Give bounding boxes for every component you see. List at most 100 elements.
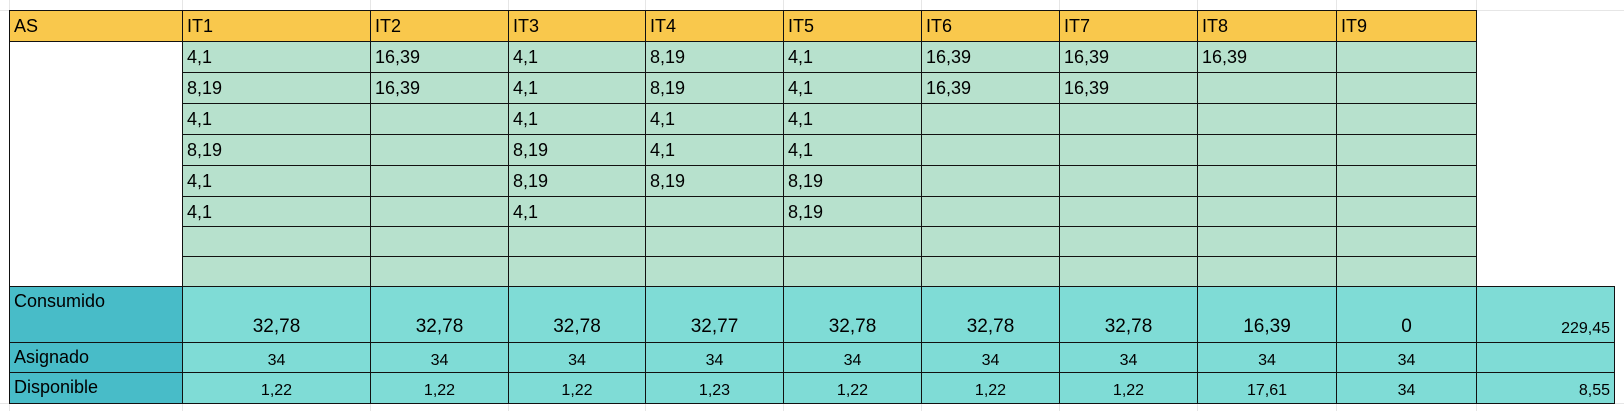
header-cell-it6[interactable]: IT6 — [921, 10, 1060, 42]
summary-cell-disponible[interactable]: 1,22 — [370, 372, 509, 404]
summary-cell-asignado[interactable]: 34 — [370, 342, 509, 373]
summary-cell-asignado[interactable]: 34 — [1059, 342, 1198, 373]
data-cell[interactable] — [783, 256, 922, 287]
header-cell-it8[interactable]: IT8 — [1197, 10, 1337, 42]
data-cell[interactable] — [1197, 226, 1337, 257]
summary-cell-consumido[interactable]: 0 — [1336, 286, 1477, 343]
data-cell[interactable] — [1197, 196, 1337, 227]
summary-cell-disponible[interactable]: 1,22 — [921, 372, 1060, 404]
data-cell[interactable]: 4,1 — [508, 72, 646, 104]
data-cell[interactable] — [1336, 226, 1477, 257]
summary-cell-consumido[interactable]: 16,39 — [1197, 286, 1337, 343]
data-cell[interactable] — [921, 196, 1060, 227]
data-cell[interactable] — [921, 103, 1060, 135]
data-cell[interactable]: 4,1 — [783, 72, 922, 104]
summary-cell-consumido[interactable]: 32,78 — [921, 286, 1060, 343]
summary-label-asignado[interactable]: Asignado — [9, 342, 183, 373]
data-cell[interactable] — [921, 134, 1060, 166]
summary-cell-asignado[interactable]: 34 — [182, 342, 371, 373]
summary-cell-consumido[interactable]: 32,78 — [508, 286, 646, 343]
data-cell[interactable]: 4,1 — [645, 103, 784, 135]
data-cell[interactable] — [921, 165, 1060, 197]
summary-label-disponible[interactable]: Disponible — [9, 372, 183, 404]
data-cell[interactable]: 4,1 — [783, 134, 922, 166]
data-cell[interactable] — [1059, 196, 1198, 227]
summary-cell-disponible[interactable]: 1,23 — [645, 372, 784, 404]
data-cell[interactable] — [1336, 165, 1477, 197]
data-cell[interactable] — [370, 165, 509, 197]
summary-cell-disponible[interactable]: 1,22 — [182, 372, 371, 404]
header-cell-it4[interactable]: IT4 — [645, 10, 784, 42]
data-cell[interactable] — [508, 226, 646, 257]
data-cell[interactable] — [1059, 256, 1198, 287]
summary-cell-asignado[interactable]: 34 — [1336, 342, 1477, 373]
header-cell-it3[interactable]: IT3 — [508, 10, 646, 42]
summary-cell-consumido[interactable]: 32,77 — [645, 286, 784, 343]
data-cell[interactable] — [1336, 256, 1477, 287]
summary-cell-consumido[interactable]: 32,78 — [783, 286, 922, 343]
data-cell[interactable] — [1197, 134, 1337, 166]
data-cell[interactable]: 4,1 — [182, 196, 371, 227]
data-cell[interactable]: 8,19 — [645, 72, 784, 104]
summary-label-consumido[interactable]: Consumido — [9, 286, 183, 343]
data-cell[interactable]: 4,1 — [508, 196, 646, 227]
data-cell[interactable] — [921, 256, 1060, 287]
data-cell[interactable] — [1059, 165, 1198, 197]
data-cell[interactable] — [1336, 196, 1477, 227]
summary-cell-asignado[interactable]: 34 — [921, 342, 1060, 373]
data-cell[interactable]: 4,1 — [783, 103, 922, 135]
data-cell[interactable]: 8,19 — [182, 134, 371, 166]
data-cell[interactable] — [182, 226, 371, 257]
data-cell[interactable] — [783, 226, 922, 257]
data-cell[interactable] — [370, 226, 509, 257]
data-cell[interactable]: 4,1 — [645, 134, 784, 166]
header-cell-it9[interactable]: IT9 — [1336, 10, 1477, 42]
summary-cell-asignado[interactable]: 34 — [783, 342, 922, 373]
summary-total-disponible[interactable]: 8,55 — [1476, 372, 1615, 404]
header-cell-it5[interactable]: IT5 — [783, 10, 922, 42]
data-cell[interactable] — [182, 256, 371, 287]
data-cell[interactable]: 8,19 — [182, 72, 371, 104]
summary-cell-disponible[interactable]: 1,22 — [508, 372, 646, 404]
header-cell-it7[interactable]: IT7 — [1059, 10, 1198, 42]
summary-cell-consumido[interactable]: 32,78 — [1059, 286, 1198, 343]
data-cell[interactable]: 16,39 — [1059, 41, 1198, 73]
data-cell[interactable]: 4,1 — [508, 41, 646, 73]
data-cell[interactable] — [645, 226, 784, 257]
summary-cell-consumido[interactable]: 32,78 — [182, 286, 371, 343]
data-cell[interactable]: 16,39 — [370, 72, 509, 104]
data-cell[interactable]: 4,1 — [182, 103, 371, 135]
data-cell[interactable]: 8,19 — [508, 134, 646, 166]
header-cell-it2[interactable]: IT2 — [370, 10, 509, 42]
data-cell[interactable] — [1336, 103, 1477, 135]
summary-cell-asignado[interactable]: 34 — [1197, 342, 1337, 373]
summary-cell-disponible[interactable]: 34 — [1336, 372, 1477, 404]
data-cell[interactable] — [370, 103, 509, 135]
data-cell[interactable] — [1336, 72, 1477, 104]
header-cell-it1[interactable]: IT1 — [182, 10, 371, 42]
data-cell[interactable]: 16,39 — [1197, 41, 1337, 73]
as-merged-cell[interactable] — [9, 41, 183, 287]
data-cell[interactable] — [645, 196, 784, 227]
data-cell[interactable] — [1197, 165, 1337, 197]
summary-cell-disponible[interactable]: 1,22 — [1059, 372, 1198, 404]
data-cell[interactable]: 4,1 — [182, 165, 371, 197]
data-cell[interactable] — [1059, 226, 1198, 257]
data-cell[interactable] — [508, 256, 646, 287]
summary-cell-consumido[interactable]: 32,78 — [370, 286, 509, 343]
data-cell[interactable]: 8,19 — [783, 165, 922, 197]
summary-total-asignado[interactable] — [1476, 342, 1615, 373]
data-cell[interactable] — [645, 256, 784, 287]
data-cell[interactable]: 16,39 — [370, 41, 509, 73]
data-cell[interactable] — [1336, 41, 1477, 73]
data-cell[interactable] — [1197, 256, 1337, 287]
summary-total-consumido[interactable]: 229,45 — [1476, 286, 1615, 343]
data-cell[interactable]: 8,19 — [645, 165, 784, 197]
data-cell[interactable] — [921, 226, 1060, 257]
summary-cell-disponible[interactable]: 1,22 — [783, 372, 922, 404]
data-cell[interactable]: 8,19 — [783, 196, 922, 227]
data-cell[interactable] — [370, 256, 509, 287]
summary-cell-asignado[interactable]: 34 — [508, 342, 646, 373]
data-cell[interactable] — [370, 134, 509, 166]
data-cell[interactable]: 4,1 — [508, 103, 646, 135]
